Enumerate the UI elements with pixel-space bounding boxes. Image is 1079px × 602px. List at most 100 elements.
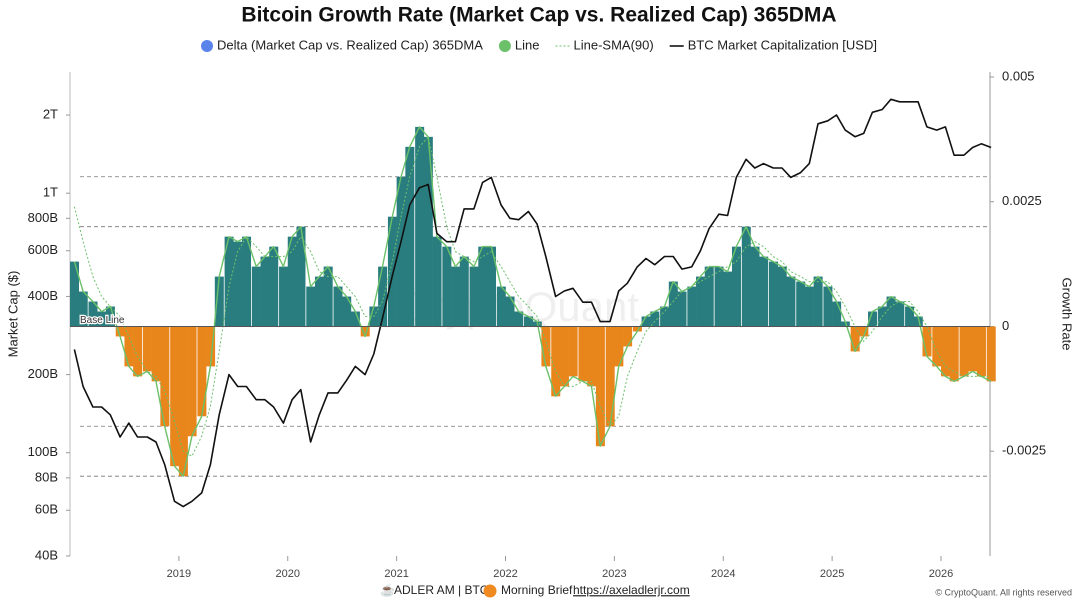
delta-bar xyxy=(741,226,751,327)
y-tick-label: 200B xyxy=(28,366,58,381)
delta-bar xyxy=(442,246,452,327)
delta-bar xyxy=(524,316,534,327)
delta-bar xyxy=(459,256,469,327)
delta-bar xyxy=(496,286,506,327)
y-tick-label: 600B xyxy=(28,242,58,257)
delta-bar xyxy=(224,236,234,327)
y-tick-label: 400B xyxy=(28,288,58,303)
delta-bar xyxy=(124,326,134,367)
legend-marker xyxy=(498,40,511,52)
delta-bar xyxy=(251,266,261,327)
delta-bar xyxy=(823,286,833,327)
delta-bar xyxy=(922,326,932,357)
y-tick-label: 1T xyxy=(43,185,58,200)
y-tick-label: 800B xyxy=(28,210,58,225)
delta-bar xyxy=(97,311,107,327)
delta-bar xyxy=(306,286,316,327)
delta-bar xyxy=(551,326,561,397)
y-tick-label: 40B xyxy=(35,547,58,562)
delta-bar xyxy=(650,311,660,327)
delta-bar xyxy=(786,276,796,327)
delta-bar xyxy=(714,266,724,327)
delta-bar xyxy=(142,326,152,372)
y-tick-label: 100B xyxy=(28,444,58,459)
delta-bar xyxy=(170,326,180,467)
delta-bar xyxy=(342,296,352,327)
x-tick-label: 2026 xyxy=(929,568,953,580)
y-axis-title: Market Cap ($) xyxy=(5,271,20,358)
legend-marker xyxy=(201,40,214,52)
delta-bar xyxy=(387,216,397,327)
delta-bar xyxy=(287,236,297,327)
delta-bar xyxy=(704,266,714,327)
delta-bar xyxy=(632,326,642,332)
delta-bar xyxy=(768,261,778,327)
delta-bar xyxy=(641,316,651,327)
y2-tick-label: 0.005 xyxy=(1002,68,1035,83)
footer-source: ADLER AM | BTC xyxy=(394,583,489,597)
delta-bar xyxy=(959,326,969,377)
delta-bar xyxy=(723,271,733,327)
delta-bar xyxy=(660,306,670,327)
x-tick-label: 2021 xyxy=(384,568,408,580)
delta-bar xyxy=(178,326,188,477)
delta-bar xyxy=(941,326,951,377)
delta-bar xyxy=(350,311,360,327)
legend-label: Line-SMA(90) xyxy=(573,37,653,52)
delta-bar xyxy=(750,246,760,327)
y-tick-label: 60B xyxy=(35,502,58,517)
delta-bar xyxy=(70,261,80,327)
delta-bar xyxy=(677,291,687,327)
delta-bar xyxy=(260,256,270,327)
delta-bar xyxy=(279,266,289,327)
footer-brief: Morning Brief xyxy=(501,583,573,597)
delta-bar xyxy=(514,311,524,327)
delta-bar xyxy=(868,311,878,327)
delta-bar xyxy=(160,326,170,427)
delta-bar xyxy=(187,326,197,437)
delta-bar xyxy=(796,281,806,327)
delta-bar xyxy=(614,326,624,367)
x-tick-label: 2023 xyxy=(602,568,626,580)
delta-bar xyxy=(623,326,633,347)
delta-bar xyxy=(396,176,406,327)
y-tick-label: 80B xyxy=(35,469,58,484)
y-tick-label: 2T xyxy=(43,106,58,121)
chart-title: Bitcoin Growth Rate (Market Cap vs. Real… xyxy=(241,4,836,27)
series-line xyxy=(73,126,992,477)
delta-bar xyxy=(405,146,415,327)
delta-bar xyxy=(886,296,896,327)
delta-bar xyxy=(269,246,279,327)
delta-bar xyxy=(78,291,88,327)
delta-bar xyxy=(478,246,488,327)
delta-bar xyxy=(469,266,479,327)
x-tick-label: 2024 xyxy=(711,568,735,580)
delta-bar xyxy=(115,326,125,337)
x-tick-label: 2025 xyxy=(820,568,844,580)
delta-bar xyxy=(415,126,425,327)
delta-bar xyxy=(905,306,915,327)
delta-bar xyxy=(895,301,905,327)
delta-bar xyxy=(668,281,678,327)
copyright: © CryptoQuant. All rights reserved xyxy=(935,587,1072,597)
delta-bar xyxy=(360,326,370,337)
base-line-label: Base Line xyxy=(80,315,125,326)
delta-bar xyxy=(832,301,842,327)
delta-bar xyxy=(151,326,161,382)
delta-bar xyxy=(578,326,588,382)
legend-label: Line xyxy=(515,37,540,52)
delta-bar xyxy=(486,246,497,327)
x-tick-label: 2022 xyxy=(493,568,517,580)
delta-bar xyxy=(731,246,741,327)
delta-bar xyxy=(605,326,615,427)
delta-bar xyxy=(968,326,978,372)
delta-bar xyxy=(314,276,324,327)
delta-bar xyxy=(559,326,569,387)
legend-label: BTC Market Capitalization [USD] xyxy=(688,37,877,52)
delta-bar xyxy=(88,301,98,327)
delta-bar xyxy=(233,241,243,327)
footer-link[interactable]: https://axeladlerjr.com xyxy=(573,583,690,597)
delta-bar xyxy=(687,286,697,327)
delta-bar xyxy=(206,326,216,367)
